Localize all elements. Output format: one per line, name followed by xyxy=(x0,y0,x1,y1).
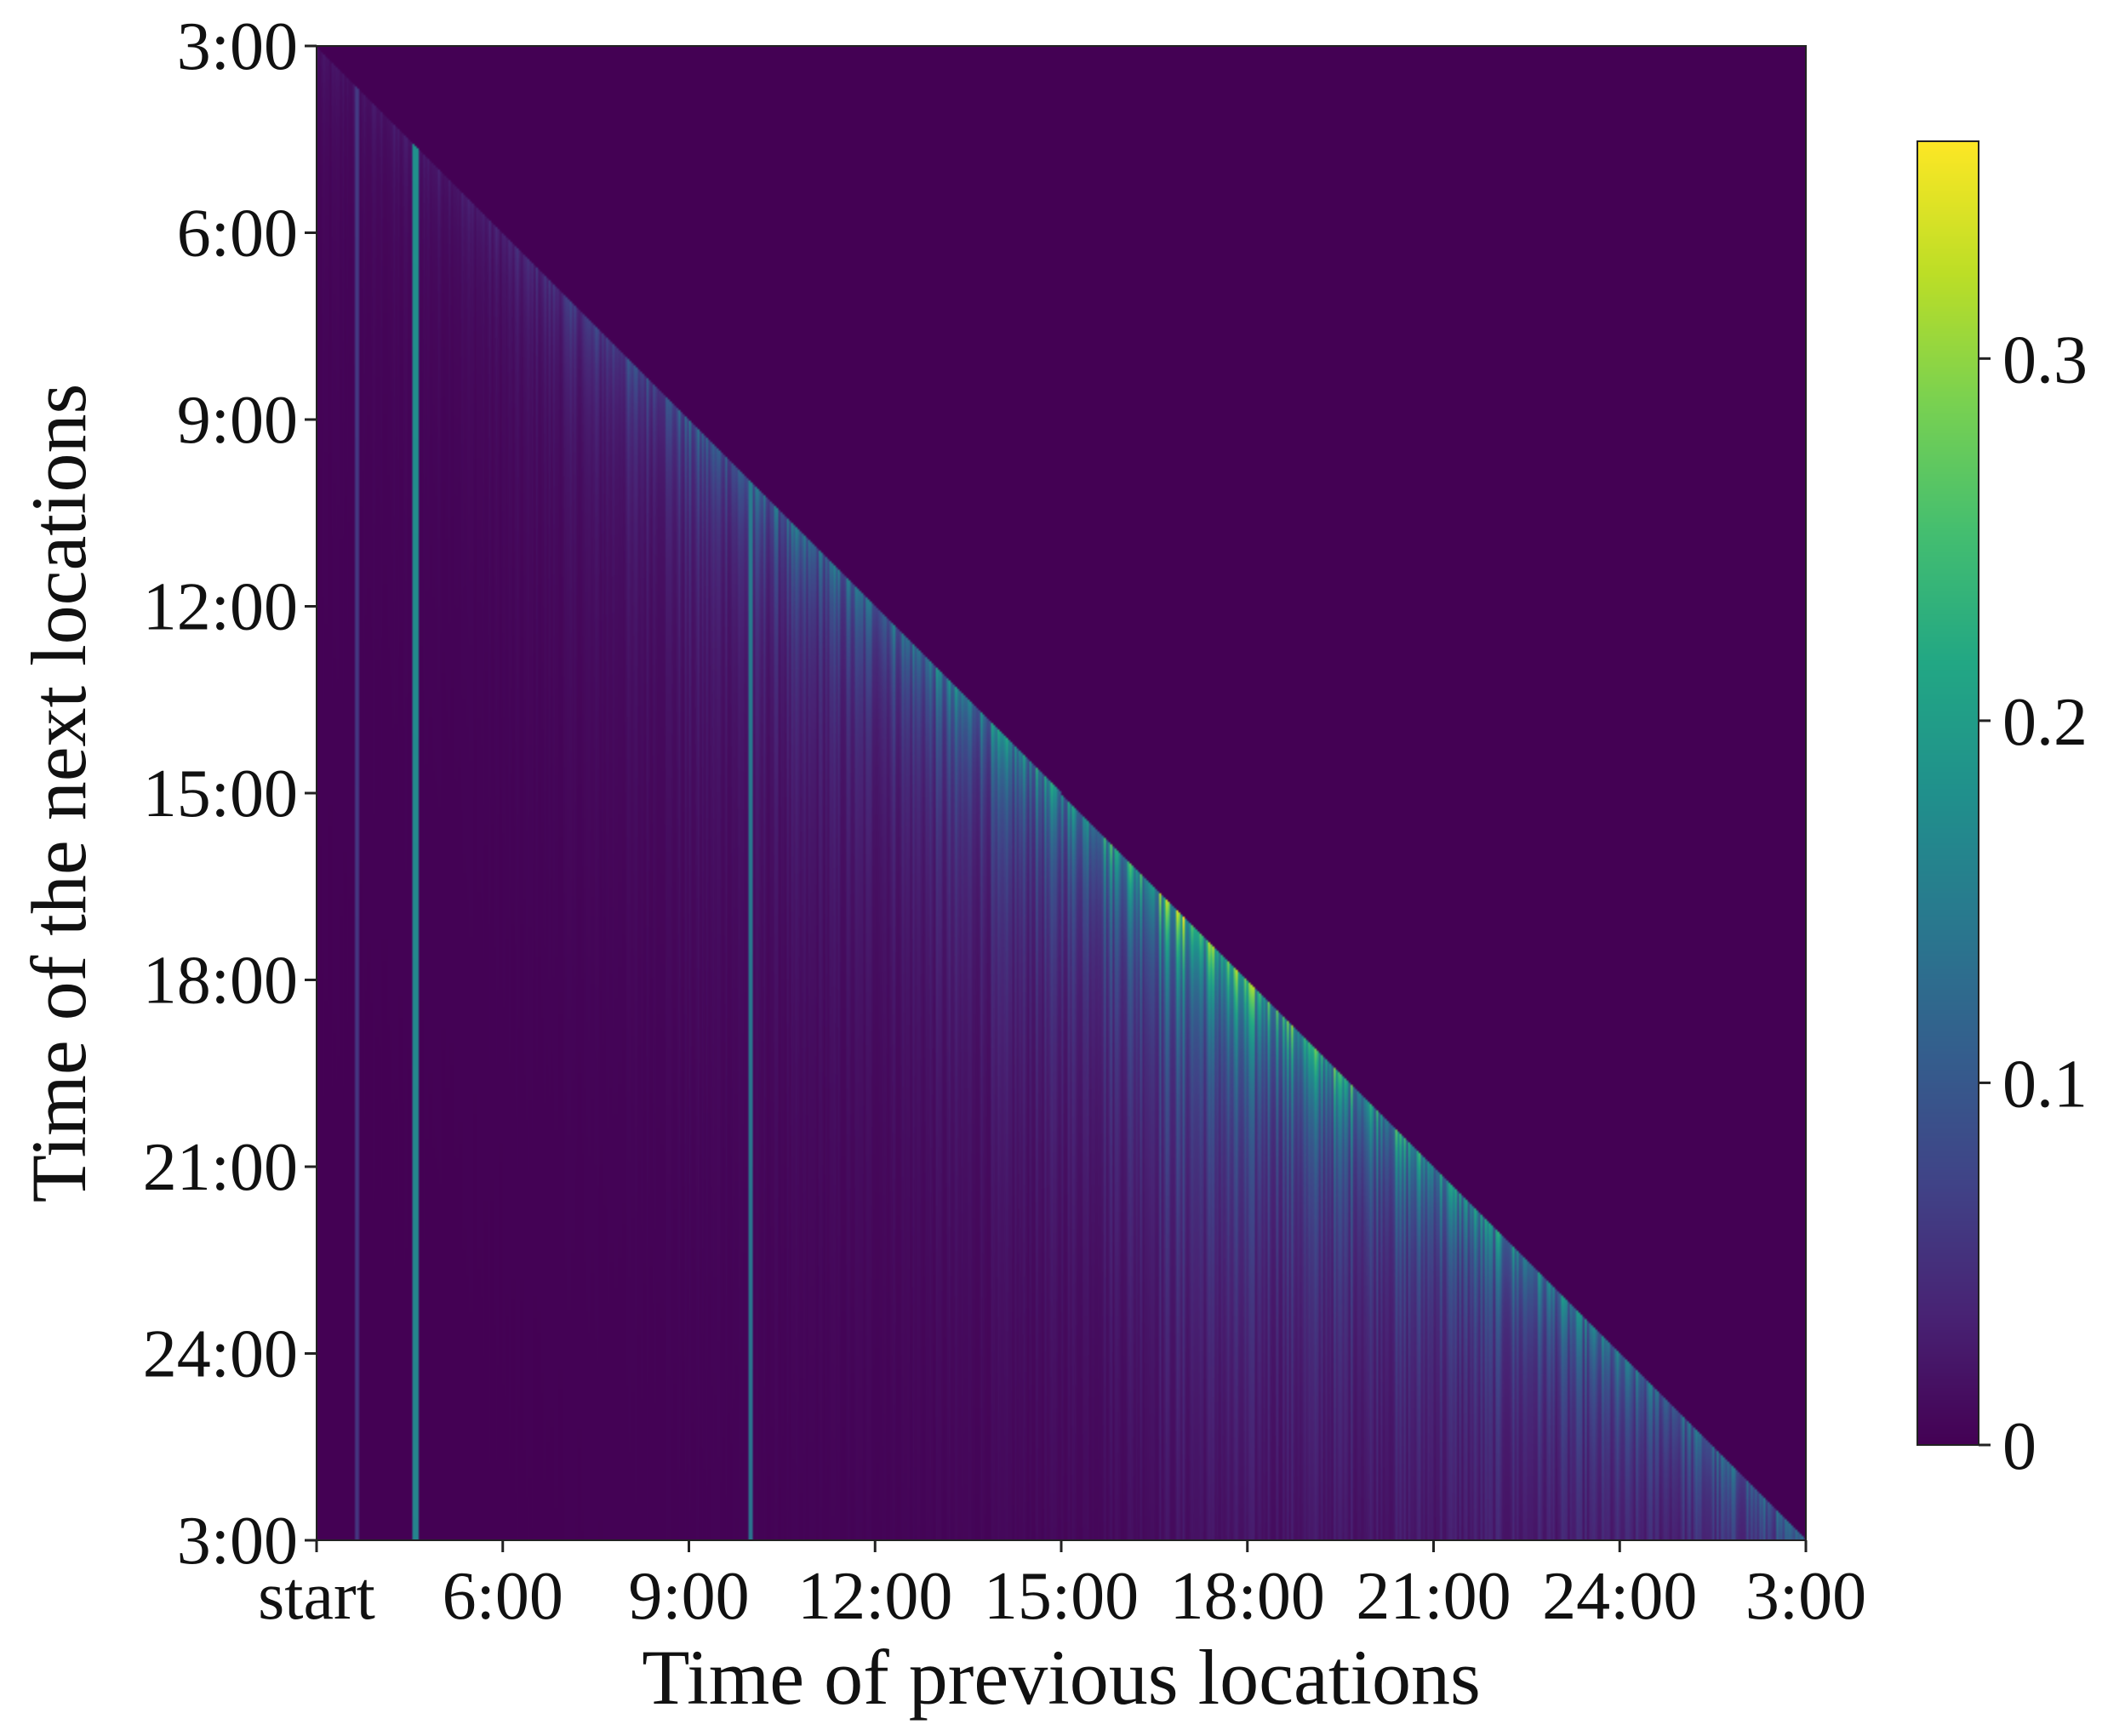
x-tick-label: 18:00 xyxy=(1170,1559,1325,1634)
y-tick-label: 18:00 xyxy=(143,944,298,1019)
colorbar-tick-label: 0.2 xyxy=(2002,685,2088,760)
x-tick-label: 12:00 xyxy=(797,1559,952,1634)
heatmap-plot-area xyxy=(317,46,1806,1540)
y-tick-label: 9:00 xyxy=(177,383,298,458)
y-axis-title: Time of the next locations xyxy=(15,384,102,1203)
x-tick-label: 3:00 xyxy=(1745,1559,1866,1634)
y-tick-label: 24:00 xyxy=(143,1317,298,1392)
colorbar-frame xyxy=(1916,140,1979,1446)
x-tick-label: 24:00 xyxy=(1542,1559,1697,1634)
plot-frame xyxy=(316,45,1807,1541)
x-tick-label: 15:00 xyxy=(984,1559,1139,1634)
x-tick-label: 21:00 xyxy=(1356,1559,1511,1634)
x-tick-label: start xyxy=(258,1559,375,1634)
y-tick-label: 3:00 xyxy=(177,9,298,84)
x-tick-label: 9:00 xyxy=(628,1559,749,1634)
colorbar-tick-label: 0.1 xyxy=(2002,1047,2088,1122)
colorbar xyxy=(1917,141,1979,1445)
x-axis-ticks: start 6:00 9:00 12:00 15:00 18:00 21:00 24:00 3:… xyxy=(258,1540,1866,1634)
y-axis-ticks: 3:00 6:00 9:00 12:00 15:00 18:00 21:00 24:00 3:0… xyxy=(143,9,317,1579)
y-tick-label: 15:00 xyxy=(143,757,298,831)
y-tick-label: 12:00 xyxy=(143,570,298,645)
colorbar-tick-label: 0 xyxy=(2002,1409,2036,1484)
colorbar-tick-label: 0.3 xyxy=(2002,323,2088,397)
x-axis-title: Time of previous locations xyxy=(642,1634,1481,1721)
y-tick-label: 3:00 xyxy=(177,1504,298,1579)
colorbar-ticks: 0 0.1 0.2 0.3 xyxy=(1979,323,2088,1484)
y-tick-label: 6:00 xyxy=(177,197,298,271)
y-tick-label: 21:00 xyxy=(143,1130,298,1205)
x-tick-label: 6:00 xyxy=(443,1559,563,1634)
